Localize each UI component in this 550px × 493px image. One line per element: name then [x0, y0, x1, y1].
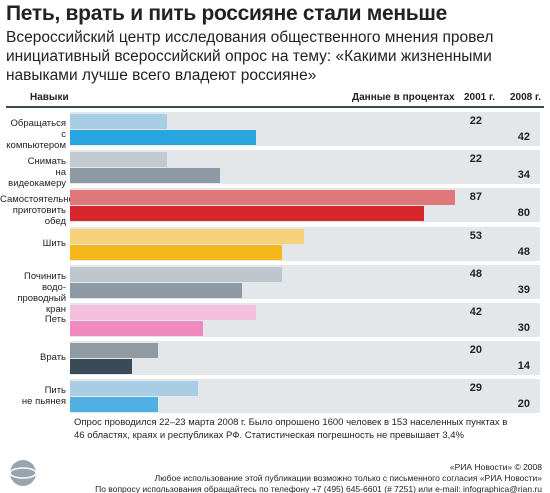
- bar: [70, 244, 283, 260]
- subtitle: Всероссийский центр исследования обществ…: [6, 29, 494, 84]
- value-label: 30: [517, 322, 530, 334]
- category-label: Обращаться с компьютером: [6, 118, 66, 151]
- value-label: 42: [517, 131, 530, 143]
- chart-title: Петь, врать и пить россияне стали меньше: [6, 2, 447, 25]
- category-label: Петь: [44, 314, 66, 325]
- credit: Любое использование этой публикации возм…: [154, 473, 542, 483]
- category-label: Починить водо- проводный кран: [17, 270, 66, 315]
- logo: [9, 460, 37, 486]
- bar: [70, 130, 256, 145]
- bar: [70, 168, 221, 184]
- bar: [70, 206, 424, 222]
- legend-entry: 2001 г.: [464, 92, 495, 103]
- value-label: 48: [469, 267, 482, 280]
- bar: [70, 305, 256, 320]
- category-label: Снимать на видеокамеру: [8, 156, 66, 190]
- bar: [70, 152, 168, 168]
- value-label: 48: [517, 245, 530, 258]
- value-label: 22: [469, 153, 482, 166]
- value-label: 14: [517, 360, 530, 373]
- bar: [70, 381, 199, 397]
- value-label: 39: [517, 283, 530, 296]
- legend-entry: 2008 г.: [510, 92, 541, 103]
- bar: [70, 359, 132, 375]
- bar: [70, 321, 203, 336]
- bar: [70, 266, 283, 282]
- value-header: Данные в процентах: [352, 92, 455, 103]
- credit: По вопросу использования обращайтесь по …: [95, 484, 542, 493]
- bar: [70, 190, 455, 206]
- value-label: 20: [517, 398, 530, 411]
- value-label: 20: [469, 344, 482, 357]
- value-label: 42: [469, 306, 482, 318]
- credit: «РИА Новости» © 2008: [449, 462, 542, 472]
- bar: [70, 114, 168, 129]
- value-label: 22: [469, 115, 482, 127]
- bar: [70, 282, 243, 298]
- value-label: 80: [517, 207, 530, 220]
- footnote: Опрос проводился 22–23 марта 2008 г. Был…: [74, 417, 508, 441]
- bar: [70, 397, 159, 413]
- category-header: Навыки: [30, 92, 69, 103]
- value-label: 29: [469, 382, 482, 395]
- category-label: Самостоятельно приготовить обед: [0, 194, 74, 228]
- bar: [70, 228, 305, 244]
- value-label: 34: [517, 169, 530, 182]
- bar: [70, 343, 159, 359]
- header-rule: [6, 106, 544, 108]
- category-label: Врать: [40, 352, 66, 364]
- category-label: Пить не пьянея: [21, 385, 66, 408]
- value-label: 87: [469, 191, 482, 204]
- category-label: Шить: [42, 237, 66, 249]
- value-label: 53: [469, 229, 482, 242]
